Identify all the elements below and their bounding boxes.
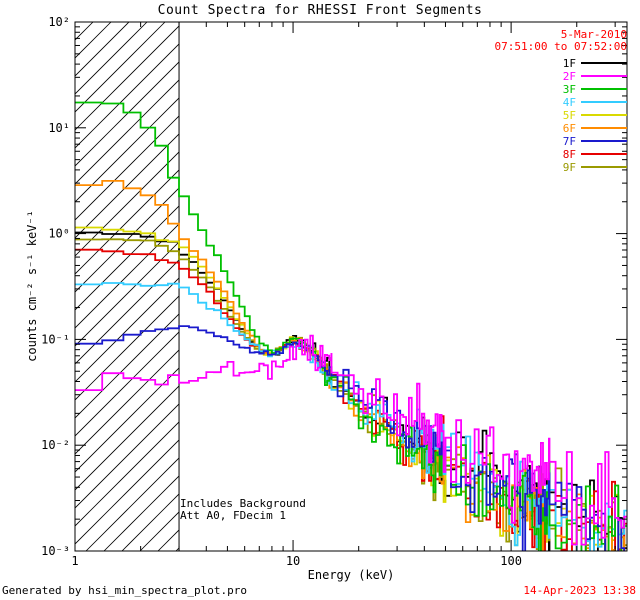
y-tick-label: 10⁰ [48,227,70,241]
legend-item-8F: 8F [562,147,627,161]
legend-label: 2F [562,69,576,83]
axis-ticks: 1 10 100 10⁻³ 10⁻² 10⁻¹ 10⁰ 10¹ 10² [41,15,627,568]
legend-item-6F: 6F [562,121,627,135]
legend-line-swatch [581,62,627,64]
series-group [75,101,627,551]
legend-label: 6F [562,121,576,135]
legend-label: 3F [562,82,576,96]
legend-item-9F: 9F [562,160,627,174]
legend-line-swatch [581,127,627,129]
chart-title: Count Spectra for RHESSI Front Segments [157,3,483,18]
legend-item-7F: 7F [562,134,627,148]
x-tick-label: 1 [71,554,78,568]
y-tick-label: 10⁻¹ [41,332,70,346]
time-range-annotation: 07:51:00 to 07:52:00 [494,40,627,53]
legend-label: 4F [562,95,576,109]
y-tick-label: 10¹ [48,121,70,135]
x-tick-label: 10 [286,554,300,568]
legend-item-4F: 4F [562,95,627,109]
legend-label: 9F [562,160,576,174]
y-tick-label: 10⁻³ [41,544,70,558]
y-tick-label: 10² [48,15,70,29]
legend-label: 8F [562,147,576,161]
attenuator-note: Att A0, FDecim 1 [180,509,286,522]
series-7F [75,325,626,551]
date-annotation: 5-Mar-2010 [560,28,627,41]
hatch-pattern [75,22,180,551]
legend-item-5F: 5F [562,108,627,122]
legend-item-1F: 1F [562,56,627,70]
render-timestamp: 14-Apr-2023 13:38 [523,584,636,597]
x-tick-label: 100 [500,554,522,568]
legend-label: 5F [562,108,576,122]
legend-item-3F: 3F [562,82,627,96]
y-tick-label: 10⁻² [41,438,70,452]
legend-line-swatch [581,153,627,155]
legend-label: 1F [562,56,576,70]
legend-item-2F: 2F [562,69,627,83]
legend-label: 7F [562,134,576,148]
y-axis-label: counts cm⁻² s⁻¹ keV⁻¹ [25,210,39,362]
background-note: Includes Background [180,497,306,510]
legend-line-swatch [581,114,627,116]
legend-line-swatch [581,101,627,103]
legend-line-swatch [581,88,627,90]
legend-line-swatch [581,75,627,77]
legend-line-swatch [581,166,627,168]
x-axis-label: Energy (keV) [307,568,395,582]
axes-frame [74,21,628,552]
generated-by-text: Generated by hsi_min_spectra_plot.pro [2,584,248,597]
legend-line-swatch [581,140,627,142]
series-2F [75,334,627,546]
